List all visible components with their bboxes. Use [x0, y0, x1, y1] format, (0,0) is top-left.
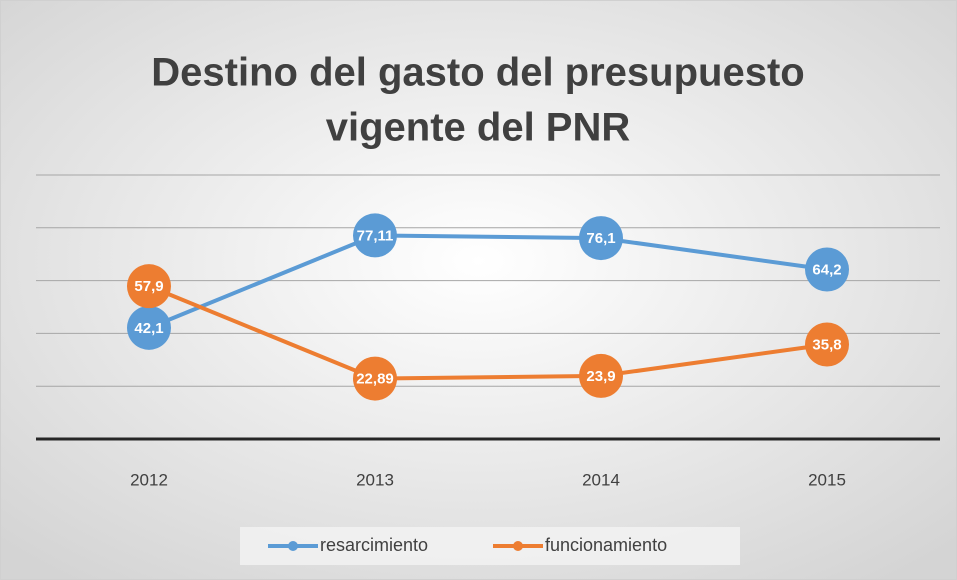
data-label: 42,1: [134, 320, 163, 337]
data-label: 64,2: [812, 261, 841, 278]
point: [579, 216, 623, 261]
legend-marker: [288, 541, 298, 551]
legend-label: resarcimiento: [320, 535, 428, 555]
point: [353, 356, 397, 401]
series-line: [148, 233, 828, 330]
point: [805, 247, 849, 292]
point: [805, 322, 849, 367]
series-line: [148, 284, 828, 381]
data-label: 77,11: [357, 227, 394, 244]
point: [579, 353, 623, 398]
legend-box: [240, 527, 740, 565]
data-label: 57,9: [134, 278, 163, 295]
data-label: 35,8: [812, 336, 841, 353]
point: [127, 305, 171, 350]
point: [353, 213, 397, 258]
legend-label: funcionamiento: [545, 535, 667, 555]
x-tick-label: 2015: [808, 470, 846, 489]
x-tick-label: 2013: [356, 470, 394, 489]
chart-title: Destino del gasto del presupuesto: [151, 51, 804, 95]
legend-marker: [513, 541, 523, 551]
x-tick-label: 2012: [130, 470, 168, 489]
data-label: 23,9: [586, 368, 615, 385]
data-label: 76,1: [586, 230, 615, 247]
chart-title: vigente del PNR: [326, 106, 631, 150]
point: [127, 264, 171, 309]
x-tick-label: 2014: [582, 470, 620, 489]
data-label: 22,89: [356, 371, 394, 388]
